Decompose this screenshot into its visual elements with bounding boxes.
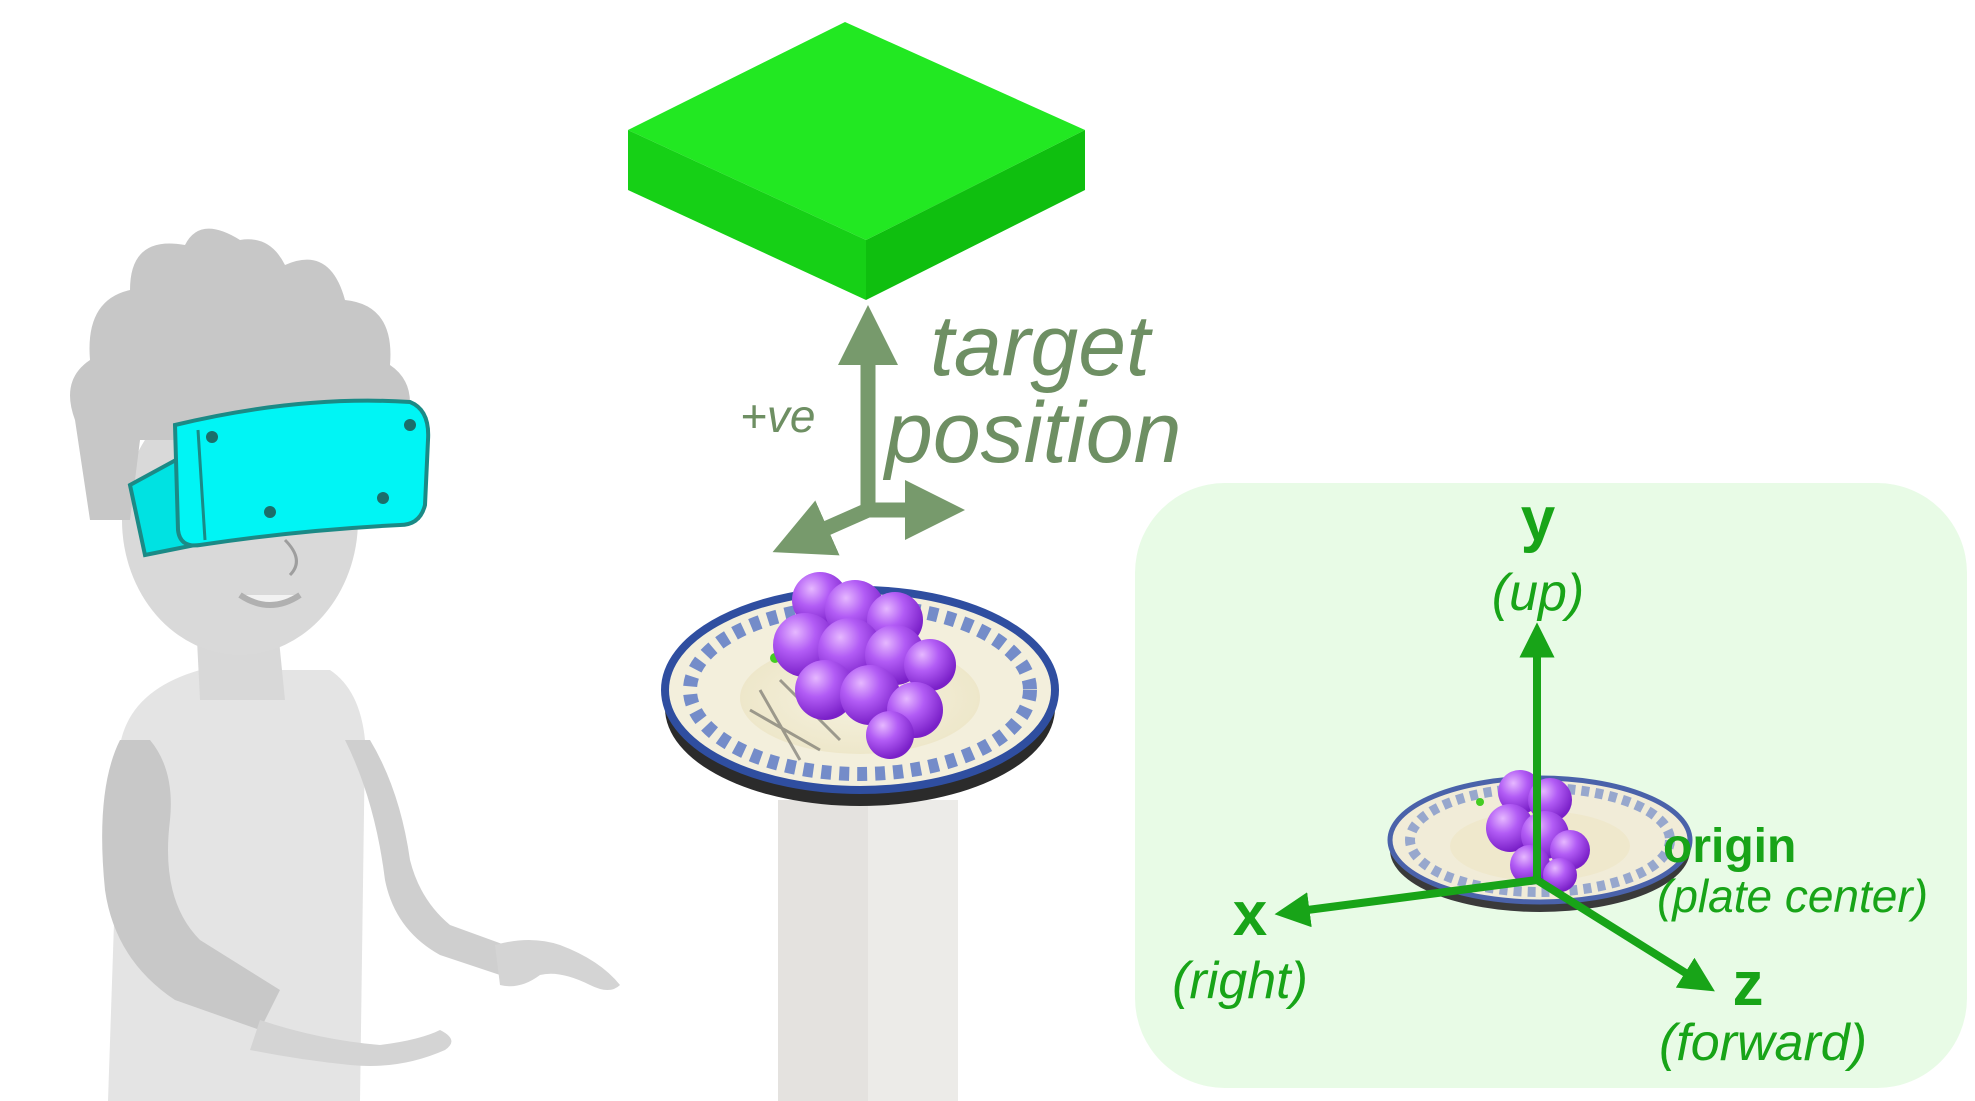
target-left-arrow (772, 500, 872, 556)
coordinate-system-panel: y (up) x (right) z (forward) origin (pla… (1135, 483, 1967, 1088)
z-axis-desc: (forward) (1659, 1014, 1867, 1072)
y-axis-desc: (up) (1492, 564, 1584, 622)
origin-label: origin (1663, 820, 1796, 873)
x-axis-desc: (right) (1172, 952, 1308, 1010)
target-label-line2: position (882, 385, 1181, 481)
z-axis-arrow (1534, 876, 1715, 992)
plate-with-grapes-icon (661, 572, 1059, 806)
y-axis-label: y (1521, 485, 1556, 554)
x-axis-label: x (1233, 880, 1268, 949)
person-with-vr-headset-icon (70, 228, 620, 1101)
positive-direction-label: +ve (740, 390, 815, 442)
origin-desc: (plate center) (1657, 870, 1928, 922)
x-axis-arrow (1274, 876, 1538, 928)
z-axis-label: z (1733, 950, 1764, 1019)
target-box-icon (628, 22, 1085, 300)
target-label-line1: target (930, 298, 1153, 394)
target-direction-arrows (772, 305, 965, 556)
pedestal-icon (778, 800, 958, 1101)
